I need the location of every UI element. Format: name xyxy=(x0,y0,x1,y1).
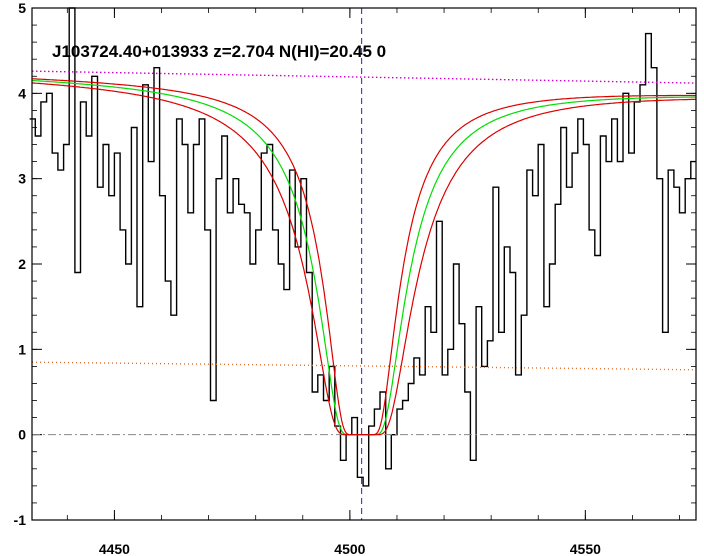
y-tick-label: 0 xyxy=(18,427,26,443)
y-tick-label: 1 xyxy=(18,341,26,357)
fit-lower-curve xyxy=(32,78,696,436)
y-tick-label: 2 xyxy=(18,256,26,272)
x-tick-label: 4500 xyxy=(334,541,365,556)
x-tick-label: 4450 xyxy=(99,541,130,556)
y-tick-label: 3 xyxy=(18,171,26,187)
plot-area xyxy=(29,7,697,520)
error-spectrum-line xyxy=(31,361,697,371)
x-tick-label: 4550 xyxy=(570,541,601,556)
chart-title: J103724.40+013933 z=2.704 N(HI)=20.45 0 xyxy=(52,42,386,61)
y-tick-label: -1 xyxy=(14,512,27,528)
plot-frame xyxy=(31,7,697,521)
flux-histogram-line xyxy=(29,7,697,487)
y-tick-group: -1 0 1 2 3 4 5 xyxy=(14,0,696,528)
y-tick-label: 4 xyxy=(18,85,26,101)
x-tick-group: 4450 4500 4550 xyxy=(66,8,680,556)
y-tick-label: 5 xyxy=(18,0,26,16)
continuum-line xyxy=(31,70,697,84)
